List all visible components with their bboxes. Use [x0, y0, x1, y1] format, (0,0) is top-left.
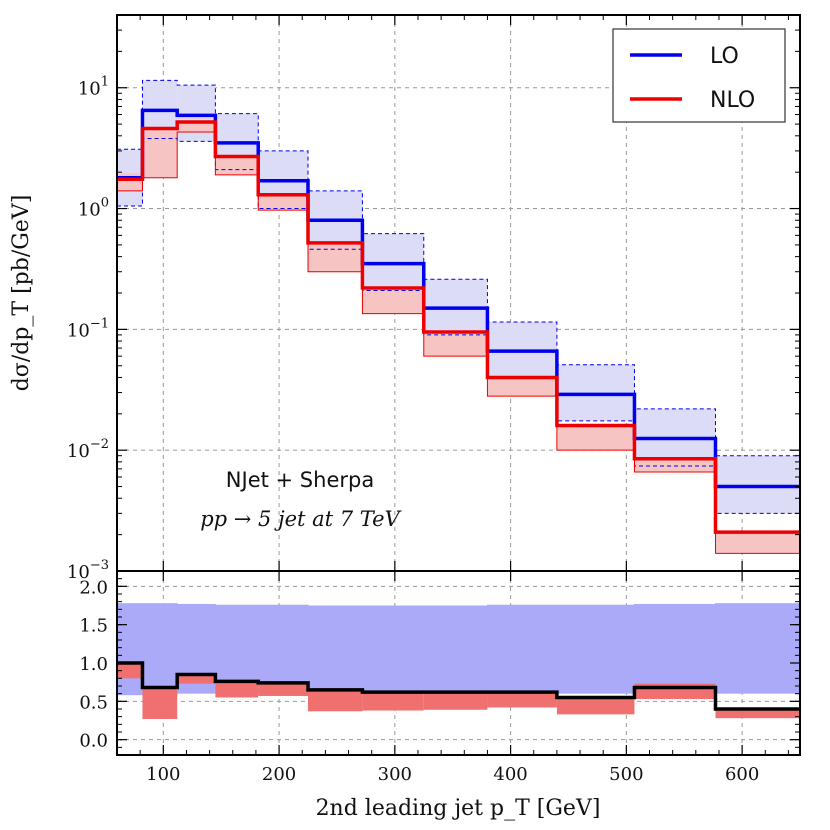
ratio-nlo-band-rect [142, 687, 178, 719]
y-tick-label: 10−3 [67, 558, 109, 583]
ratio-y-tick-label: 2.0 [79, 577, 108, 598]
lo-band-upper-edge [117, 79, 800, 457]
nlo-band-rect [715, 532, 800, 554]
x-tick-label: 300 [378, 764, 412, 785]
ratio-lo-band-rect [714, 603, 800, 694]
ratio-lo-band-rect [361, 605, 425, 694]
y-axis-label: dσ/dp_T [pb/GeV] [9, 195, 34, 392]
ratio-lo-band-rect [257, 604, 309, 694]
y-tick-label: 10−2 [67, 437, 109, 462]
legend-nlo-label: NLO [710, 88, 755, 113]
ratio-nlo-band-rect [487, 691, 557, 708]
ratio-lo-band-rect [117, 603, 143, 696]
ratio-lo-band-rect [307, 605, 363, 694]
nlo-band-rect [142, 128, 178, 178]
ratio-nlo-band-rect [117, 661, 143, 679]
ratio-nlo-band-rect [215, 680, 259, 698]
x-tick-label: 100 [146, 764, 180, 785]
x-tick-label: 500 [609, 764, 643, 785]
ratio-nlo-band-rect [362, 691, 424, 711]
ratio-y-tick-label: 1.5 [79, 616, 108, 637]
y-tick-label: 101 [78, 75, 109, 100]
top-lines [117, 79, 800, 554]
nlo-band-rect [487, 377, 557, 397]
axis-ticks: 100 200 300 400 500 600 101 100 10−1 10−2 10−3 0.0 0… [67, 15, 800, 785]
y-tick-label: 10−1 [67, 316, 109, 341]
ratio-y-tick-label: 0.5 [79, 692, 108, 713]
ratio-bands [117, 603, 800, 719]
ratio-y-tick-label: 0.0 [79, 731, 108, 752]
ratio-lo-band-rect [633, 603, 716, 694]
ratio-nlo-band-rect [556, 695, 635, 715]
legend-lo-label: LO [710, 44, 739, 69]
nlo-band-rect [215, 156, 259, 175]
ratio-nlo-band-rect [423, 691, 488, 710]
nlo-band-rect [258, 194, 309, 211]
ratio-nlo-band-rect [177, 673, 216, 684]
ratio-line [117, 661, 800, 711]
ratio-lines [117, 661, 800, 711]
annotation-process: pp → 5 jet at 7 TeV [200, 507, 401, 531]
x-tick-label: 200 [262, 764, 296, 785]
y-tick-label: 100 [78, 196, 109, 221]
ratio-nlo-band-rect [308, 689, 363, 712]
ratio-lo-band-rect [486, 604, 558, 694]
x-axis-label: 2nd leading jet p_T [GeV] [316, 796, 601, 821]
annotation-generator: NJet + Sherpa [226, 468, 374, 492]
top-bands [117, 80, 800, 554]
lo-band-rect [715, 455, 800, 514]
legend: LO NLO [612, 28, 786, 123]
ratio-lo-band-rect [141, 603, 178, 696]
ratio-nlo-band-rect [715, 708, 800, 719]
nlo-band-rect [423, 332, 488, 357]
ratio-lo-band-rect [423, 605, 488, 694]
x-tick-label: 600 [725, 764, 759, 785]
ratio-y-tick-label: 1.0 [79, 654, 108, 675]
ratio-lo-band-rect [556, 604, 635, 694]
nlo-band-rect [308, 242, 363, 272]
ratio-nlo-band-rect [258, 681, 309, 696]
x-tick-label: 400 [493, 764, 527, 785]
lo-band-rect [177, 85, 216, 142]
nlo-band-rect [177, 122, 216, 133]
nlo-series-line [117, 120, 800, 534]
nlo-band-rect [556, 425, 635, 451]
legend-box [612, 28, 786, 123]
ratio-lo-band-rect [214, 604, 259, 694]
nlo-band-rect [634, 458, 716, 472]
nlo-band-rect [362, 287, 424, 314]
